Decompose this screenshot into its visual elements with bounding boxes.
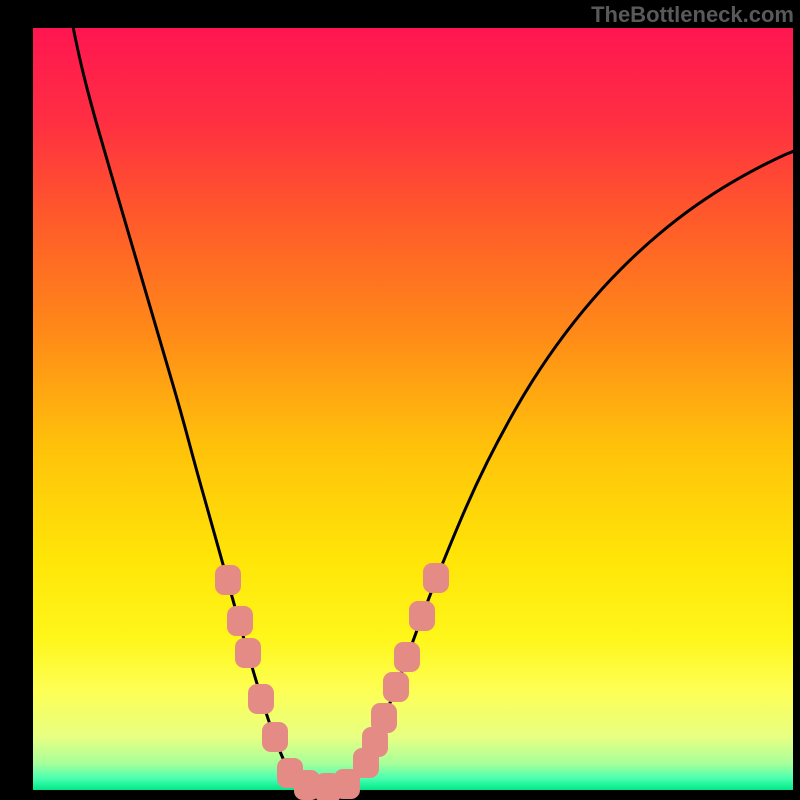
data-marker [235,638,261,668]
data-marker [227,606,253,636]
data-marker [394,642,420,672]
data-marker [409,601,435,631]
data-marker [248,684,274,714]
watermark-text: TheBottleneck.com [591,2,794,28]
chart-canvas: TheBottleneck.com [0,0,800,800]
data-marker [262,722,288,752]
data-marker [215,565,241,595]
data-marker [371,703,397,733]
data-marker [383,672,409,702]
data-marker [423,563,449,593]
plot-background [33,28,793,790]
